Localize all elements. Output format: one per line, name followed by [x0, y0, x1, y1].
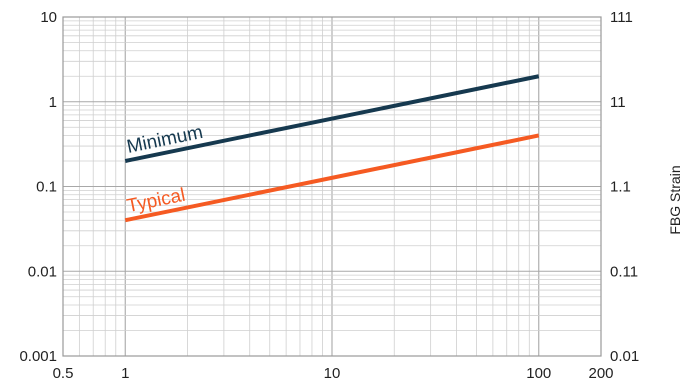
- y2-tick-label: 111: [610, 9, 633, 26]
- x-tick-label: 1: [121, 365, 129, 382]
- x-tick-label: 0.5: [53, 365, 74, 382]
- x-tick-label: 10: [324, 365, 341, 382]
- y-tick-label: 0.001: [19, 348, 57, 365]
- y-tick-label: 1: [49, 94, 57, 111]
- y2-axis-label: FBG Strain: [667, 165, 683, 234]
- y2-tick-label: 0.11: [610, 263, 638, 280]
- y2-tick-label: 11: [610, 94, 626, 111]
- y-tick-label: 0.01: [28, 263, 57, 280]
- y2-tick-label: 0.01: [610, 348, 639, 365]
- plot-border: [62, 16, 602, 357]
- grid: [62, 16, 602, 357]
- plot-frame: [62, 16, 602, 357]
- y2-tick-label: 1.1: [610, 179, 631, 196]
- series-line-minimum: [124, 74, 540, 163]
- y-tick-label: 10: [40, 9, 57, 26]
- x-tick-label: 100: [526, 365, 551, 382]
- tick-labels: 0.5 1 10 100 2001010.10.010.001111111.10.110…: [19, 9, 639, 382]
- y-tick-label: 0.1: [36, 179, 57, 196]
- series-line-typical: [124, 133, 540, 223]
- x-tick-label: 200: [588, 365, 613, 382]
